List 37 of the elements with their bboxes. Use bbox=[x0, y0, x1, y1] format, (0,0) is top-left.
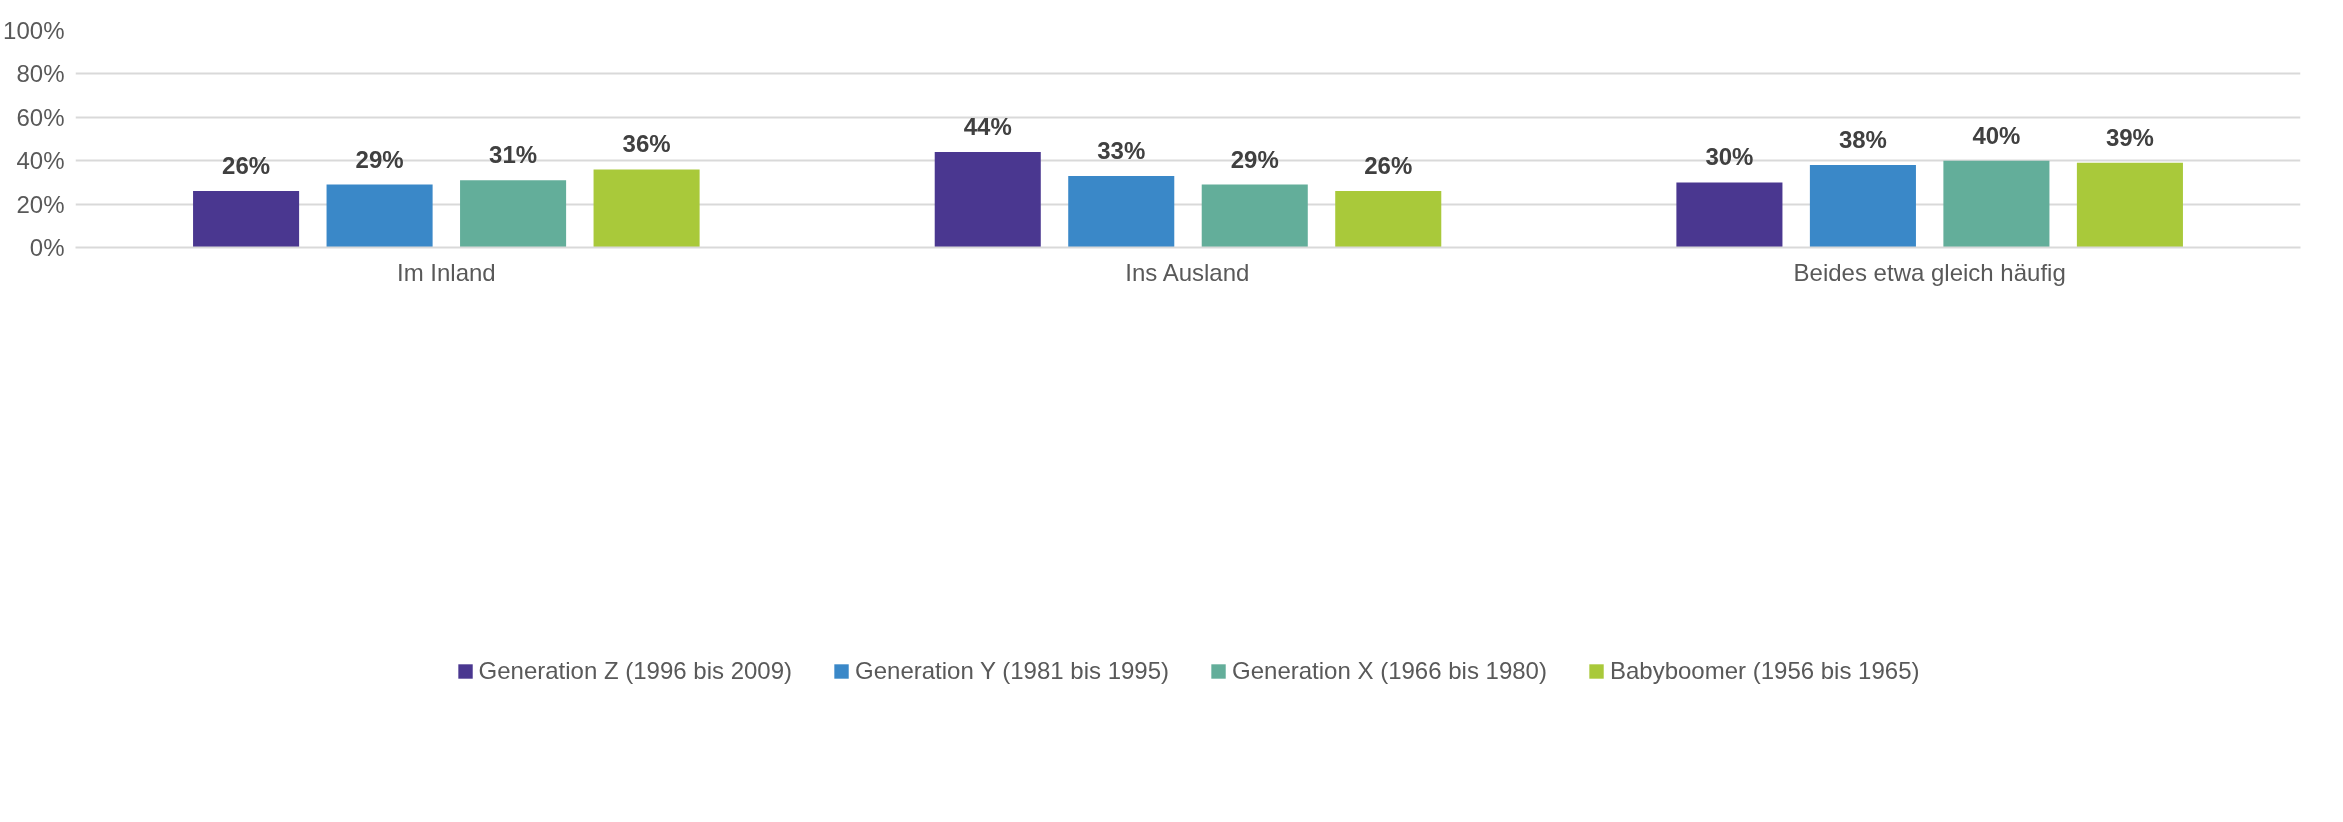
data-label: 30% bbox=[1705, 143, 1754, 171]
data-label: 40% bbox=[1972, 121, 2021, 149]
data-label: 29% bbox=[1230, 145, 1279, 173]
data-label: 38% bbox=[1838, 126, 1887, 154]
bar bbox=[1943, 160, 2050, 248]
x-tick-label: Im Inland bbox=[396, 258, 496, 286]
x-tick-label: Ins Ausland bbox=[1125, 258, 1250, 286]
data-label: 36% bbox=[622, 130, 671, 158]
legend-label: Generation Z (1996 bis 2009) bbox=[478, 657, 793, 685]
y-tick-label: 100% bbox=[3, 17, 65, 44]
bar bbox=[1335, 191, 1442, 248]
bar bbox=[460, 180, 567, 248]
data-label: 44% bbox=[963, 113, 1012, 141]
y-tick-label: 20% bbox=[16, 190, 65, 218]
data-label: 31% bbox=[489, 141, 538, 169]
y-tick-label: 60% bbox=[16, 103, 65, 131]
bar bbox=[1068, 175, 1175, 248]
data-label: 39% bbox=[2105, 123, 2154, 151]
bar bbox=[2076, 162, 2183, 248]
data-label: 26% bbox=[222, 152, 271, 180]
x-tick-label: Beides etwa gleich häufig bbox=[1793, 258, 2066, 286]
bar bbox=[326, 184, 433, 248]
data-label: 33% bbox=[1097, 136, 1146, 164]
bar bbox=[1809, 165, 1916, 248]
y-tick-label: 80% bbox=[16, 60, 65, 88]
legend-label: Generation Y (1981 bis 1995) bbox=[855, 657, 1170, 685]
data-label: 29% bbox=[355, 145, 404, 173]
bar bbox=[1201, 184, 1308, 248]
bar bbox=[1676, 182, 1783, 248]
legend-label: Generation X (1966 bis 1980) bbox=[1232, 657, 1547, 685]
data-label: 26% bbox=[1364, 152, 1413, 180]
bar bbox=[934, 152, 1041, 248]
legend-label: Babyboomer (1956 bis 1965) bbox=[1609, 657, 1920, 685]
bar bbox=[593, 169, 700, 248]
y-tick-label: 0% bbox=[29, 234, 65, 261]
y-tick-label: 40% bbox=[16, 147, 65, 175]
bar bbox=[193, 191, 300, 248]
